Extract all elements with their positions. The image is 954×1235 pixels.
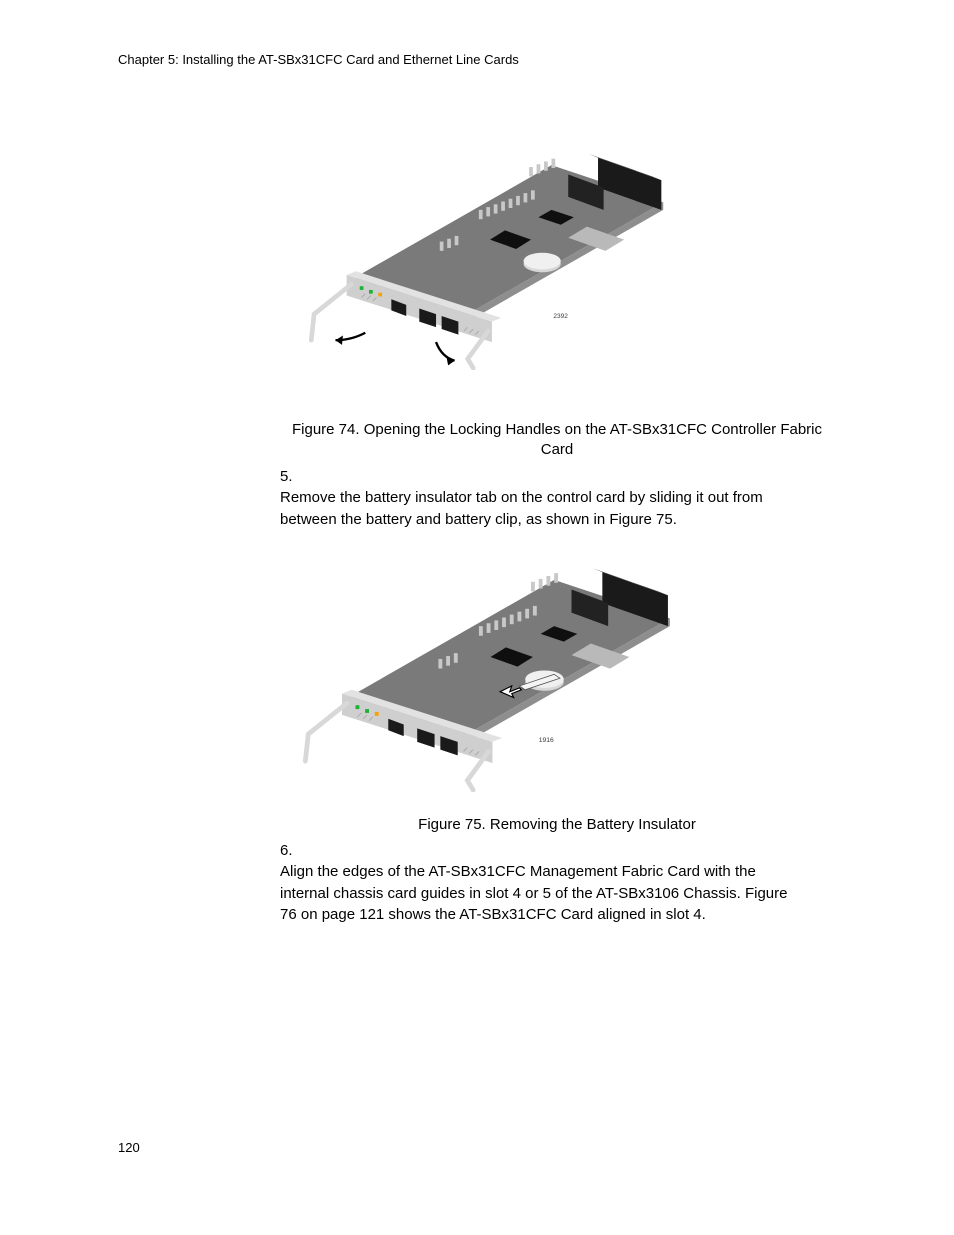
step-5-number: 5. bbox=[280, 466, 310, 487]
controller-board-illustration-74: 2392 bbox=[257, 100, 697, 370]
led-orange-1 bbox=[378, 293, 382, 297]
page-number: 120 bbox=[118, 1140, 140, 1155]
step-6-number: 6. bbox=[280, 840, 310, 861]
figure-id-label: 1916 bbox=[539, 737, 554, 744]
chapter-header: Chapter 5: Installing the AT-SBx31CFC Ca… bbox=[118, 52, 519, 67]
step-5: 5. Remove the battery insulator tab on t… bbox=[280, 466, 834, 530]
battery-top bbox=[524, 253, 561, 270]
step-6-text: Align the edges of the AT-SBx31CFC Manag… bbox=[280, 861, 800, 925]
handle-arrow-right-head bbox=[446, 356, 454, 365]
locking-handle-left bbox=[305, 703, 346, 761]
led-orange-1 bbox=[375, 712, 379, 716]
led-green-1 bbox=[356, 705, 360, 709]
led-green-1 bbox=[360, 286, 364, 290]
led-green-2 bbox=[365, 709, 369, 713]
controller-board-illustration-75: 1916 bbox=[257, 522, 697, 792]
locking-handle-left bbox=[311, 284, 351, 340]
led-green-2 bbox=[369, 290, 373, 294]
step-6: 6. Align the edges of the AT-SBx31CFC Ma… bbox=[280, 840, 834, 925]
figure-74-image: 2392 bbox=[217, 100, 737, 370]
handle-arrow-left-head bbox=[335, 336, 342, 345]
handle-arrow-right bbox=[436, 342, 455, 361]
figure-75-caption: Figure 75. Removing the Battery Insulato… bbox=[280, 815, 834, 835]
figure-id-label: 2392 bbox=[553, 313, 568, 320]
figure-75-image: 1916 bbox=[217, 522, 737, 792]
figure-74-caption: Figure 74. Opening the Locking Handles o… bbox=[280, 420, 834, 459]
